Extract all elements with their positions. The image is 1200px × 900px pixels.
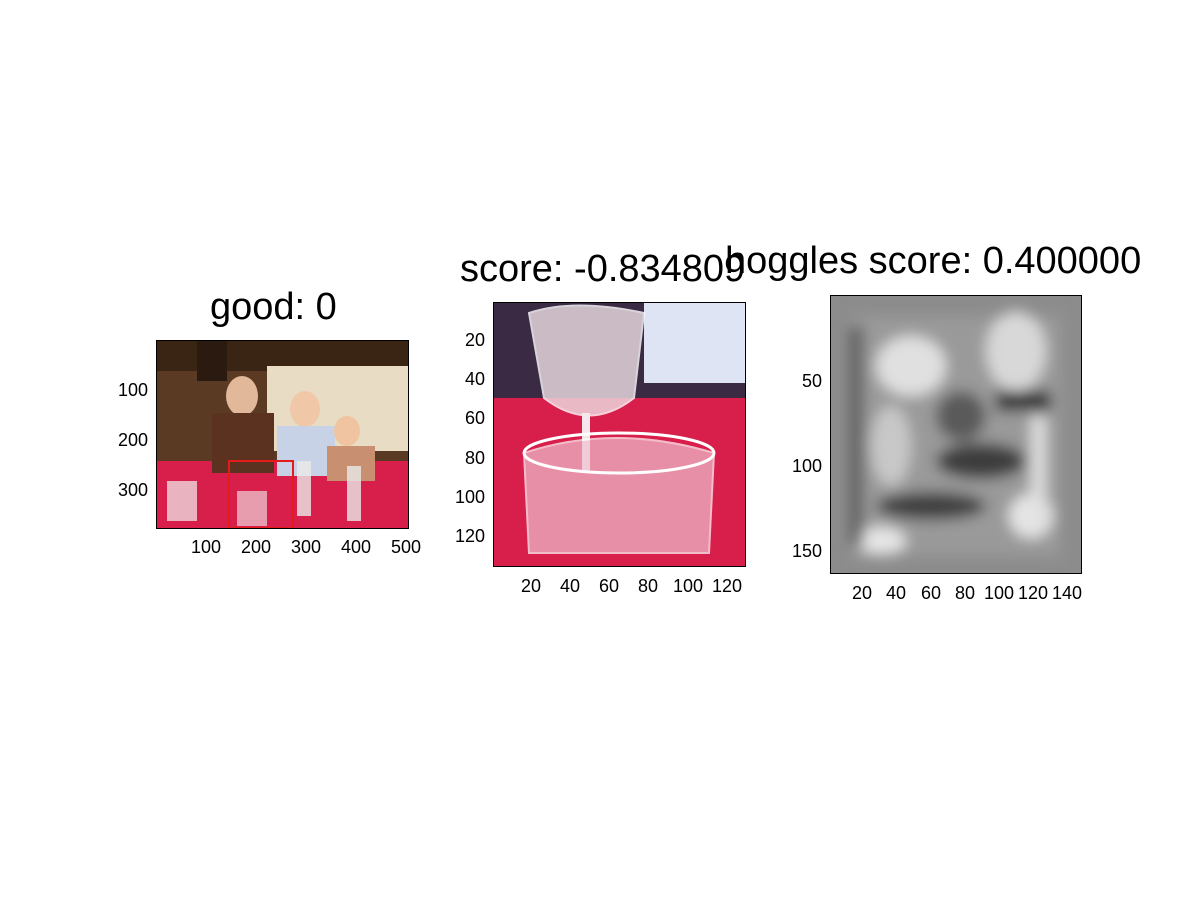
panel1-axes — [156, 340, 409, 529]
panel3-xtick: 60 — [920, 583, 942, 603]
detection-box — [228, 460, 294, 528]
panel1-xtick: 200 — [240, 537, 272, 557]
panel2-title: score: -0.834809 — [460, 248, 746, 290]
panel2-xtick: 40 — [559, 576, 581, 596]
panel1-xtick: 400 — [340, 537, 372, 557]
panel3-ytick: 100 — [791, 456, 822, 476]
panel1-xtick: 100 — [190, 537, 222, 557]
panel3-xtick: 120 — [1017, 583, 1049, 603]
panel1-title: good: 0 — [210, 286, 337, 328]
panel2-ytick: 100 — [454, 487, 485, 507]
panel2-axes — [493, 302, 746, 567]
panel3-ytick: 50 — [801, 371, 822, 391]
panel1-xtick: 300 — [290, 537, 322, 557]
panel1-ytick: 300 — [117, 480, 148, 500]
panel1-photo — [157, 341, 408, 528]
panel3-axes — [830, 295, 1082, 574]
panel3-ytick: 150 — [791, 541, 822, 561]
panel1-ytick: 100 — [117, 380, 148, 400]
panel3-xtick: 40 — [885, 583, 907, 603]
panel3-xtick: 100 — [983, 583, 1015, 603]
panel2-xtick: 120 — [711, 576, 743, 596]
panel3-hog-image — [831, 296, 1081, 573]
panel1-ytick: 200 — [117, 430, 148, 450]
panel1-xtick: 500 — [390, 537, 422, 557]
panel3-title: hoggles score: 0.400000 — [725, 240, 1142, 282]
panel2-ytick: 20 — [464, 330, 485, 350]
panel2-xtick: 80 — [637, 576, 659, 596]
panel2-ytick: 60 — [464, 408, 485, 428]
panel2-ytick: 80 — [464, 448, 485, 468]
panel3-xtick: 20 — [851, 583, 873, 603]
panel2-photo — [494, 303, 745, 566]
panel2-xtick: 100 — [672, 576, 704, 596]
panel3-xtick: 140 — [1051, 583, 1083, 603]
panel2-xtick: 20 — [520, 576, 542, 596]
panel2-xtick: 60 — [598, 576, 620, 596]
panel2-ytick: 40 — [464, 369, 485, 389]
panel3-xtick: 80 — [954, 583, 976, 603]
panel2-ytick: 120 — [454, 526, 485, 546]
